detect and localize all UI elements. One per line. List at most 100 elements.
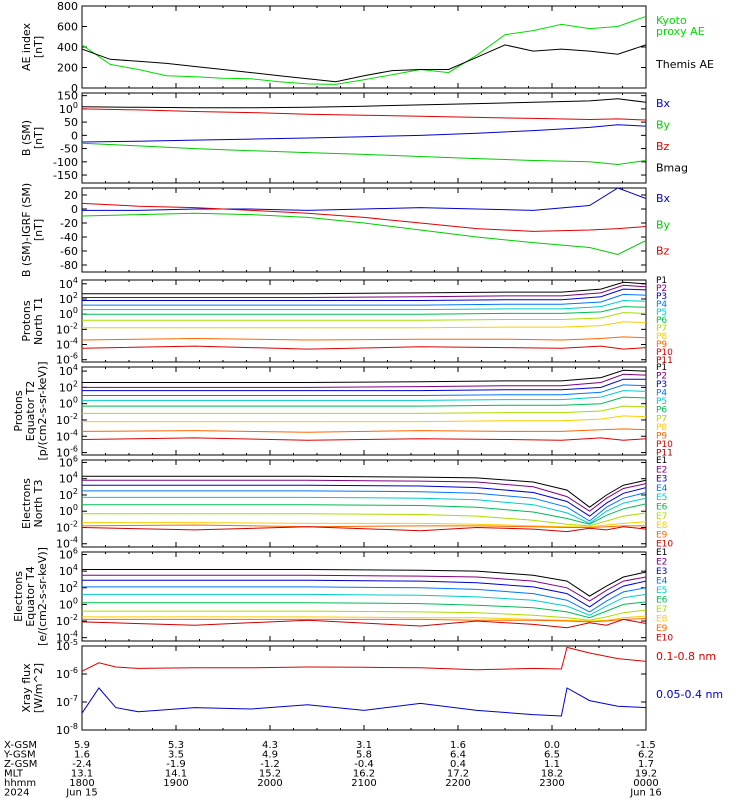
ephemeris-value: 13.1 [71,769,93,780]
legend-label: P1 [656,276,667,286]
y-axis-label: [nT] [32,127,45,149]
series-line-p10 [82,345,646,350]
y-tick-label: 10-2 [56,412,78,427]
y-tick-label: 104 [59,363,78,378]
y-axis-label: B (SM)-IGRF (SM) [20,183,33,277]
legend-label: Bx [656,192,671,205]
series-line-e2 [82,479,646,512]
legend-label: E8 [656,521,668,531]
y-tick-label: -150 [53,169,78,182]
series-line-p6 [82,306,646,315]
y-tick-label: 10-8 [56,722,78,737]
series-line-e5 [82,593,646,616]
y-axis-label: Xray flux [20,663,33,713]
legend-label: E8 [656,615,668,625]
y-tick-label: 10-6 [56,352,78,367]
y-tick-label: 102 [59,487,78,502]
series-line-p2 [82,373,646,388]
ephemeris-value: 5.3 [168,740,184,751]
y-tick-label: 104 [59,276,78,291]
legend-label: P7 [656,324,667,334]
series-line-e2 [82,574,646,602]
y-tick-label: 100 [59,101,78,116]
ephemeris-value: 16.2 [353,769,375,780]
ephemeris-value: 6.4 [450,750,466,761]
legend-label: Bmag [656,161,688,174]
ephemeris-value: 1.7 [638,759,654,770]
ephemeris-value: Jun 16 [629,788,662,799]
legend-label: E6 [656,596,668,606]
series-line-p4 [82,293,646,306]
legend-label: Bz [656,245,670,258]
ephemeris-value: -1.9 [166,759,186,770]
y-tick-label: 100 [59,306,78,321]
y-axis-label: North T3 [32,480,45,528]
series-line-p1 [82,369,646,383]
ephemeris-value: 0.0 [544,740,560,751]
y-tick-label: 100 [59,503,78,518]
legend-label: P10 [656,348,673,358]
y-axis-label: Equator T2 [24,381,37,441]
y-axis-label: [W/m^2] [32,663,45,713]
series-line-e7 [82,609,646,621]
legend-label: Bz [656,140,670,153]
y-tick-label: 20 [64,189,78,202]
series-line-kyoto-proxy-ae [82,15,646,85]
series-line-p4 [82,384,646,396]
legend-label: P8 [656,332,667,342]
ephemeris-value: 1.1 [544,759,560,770]
ephemeris-value: 0.4 [450,759,466,770]
legend-label: P6 [656,316,667,326]
y-tick-label: 800 [57,0,78,13]
legend-label: P10 [656,440,673,450]
y-tick-label: 102 [59,379,78,394]
legend-label: E10 [656,634,673,644]
y-tick-label: 10-6 [56,666,78,681]
ephemeris-value: 5.9 [74,740,90,751]
ephemeris-value: 0000 [633,778,658,789]
legend-label: E3 [656,475,667,485]
series-line-e6 [82,601,646,619]
legend-label: E2 [656,558,667,568]
series-line-e1 [82,569,646,597]
ephemeris-value: -1.2 [260,759,280,770]
y-tick-label: -100 [53,156,78,169]
y-axis-label: Electrons [12,571,25,622]
y-axis-label: Equator T4 [24,566,37,626]
ephemeris-value: 15.2 [259,769,281,780]
y-tick-label: -50 [60,143,78,156]
ephemeris-value: 2100 [351,778,376,789]
legend-label: E1 [656,548,667,558]
series-line-e4 [82,490,646,522]
y-tick-label: 600 [57,21,78,34]
panel-8: 10-8 10-7 10-6 10-5 Xray flux [W/m^2] 0.1-0.8 … [20,638,723,737]
series-line-e5 [82,496,646,524]
legend-label: proxy AE [656,25,705,38]
legend-label: P1 [656,363,667,373]
ephemeris-value: 6.5 [544,750,560,761]
series-line-bx [82,188,646,211]
series-line-bz [82,202,646,232]
y-axis-label: Protons [12,390,25,431]
legend-label: E7 [656,512,667,522]
y-tick-label: 100 [59,596,78,611]
legend-label: E9 [656,530,668,540]
series-line-e7 [82,512,646,527]
series-line-bmag [82,98,646,109]
ephemeris-row-label: 2024 [4,788,29,799]
ephemeris-value: -2.4 [72,759,92,770]
series-line-0-1-0-8-nm [82,646,646,672]
y-tick-label: 10-4 [56,536,78,551]
series-line-e8 [82,521,646,528]
ephemeris-value: 3.1 [356,740,372,751]
y-tick-label: -60 [60,245,78,258]
y-tick-label: 0 [71,129,78,142]
